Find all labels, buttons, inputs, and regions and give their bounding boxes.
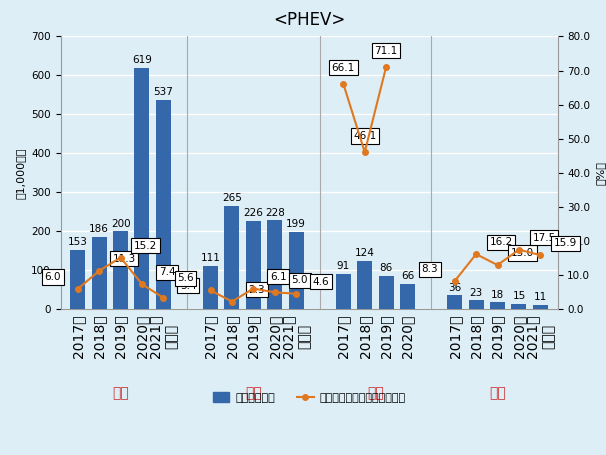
Text: 91: 91	[337, 261, 350, 271]
Bar	[288, 232, 304, 309]
Y-axis label: （1,000台）: （1,000台）	[16, 147, 25, 198]
Text: 17.5: 17.5	[532, 233, 556, 243]
Bar	[203, 266, 218, 309]
Text: 日本: 日本	[489, 386, 506, 400]
Text: 13.0: 13.0	[511, 248, 534, 258]
Text: 153: 153	[68, 237, 88, 247]
Bar	[447, 295, 462, 309]
Bar	[511, 303, 527, 309]
Text: 36: 36	[448, 283, 461, 293]
Text: 265: 265	[222, 193, 242, 203]
Text: 欧州: 欧州	[112, 386, 129, 400]
Text: 66.1: 66.1	[331, 63, 355, 73]
Text: 11.3: 11.3	[113, 254, 136, 264]
Bar	[490, 303, 505, 309]
Text: 71.1: 71.1	[375, 46, 398, 56]
Y-axis label: （%）: （%）	[596, 161, 606, 185]
Bar	[113, 232, 128, 309]
Bar	[468, 300, 484, 309]
Text: 7.4: 7.4	[159, 267, 175, 277]
Text: 186: 186	[89, 224, 109, 234]
Text: 537: 537	[153, 87, 173, 97]
Text: 66: 66	[401, 271, 415, 281]
Text: 18: 18	[491, 289, 504, 299]
Text: 124: 124	[355, 248, 375, 258]
Text: 15: 15	[512, 291, 525, 301]
Text: 3.4: 3.4	[180, 281, 197, 291]
Text: 228: 228	[265, 207, 285, 217]
Text: 8.3: 8.3	[421, 264, 438, 274]
Text: 200: 200	[111, 218, 130, 228]
Bar	[156, 100, 171, 309]
Text: 111: 111	[201, 253, 221, 263]
Text: 619: 619	[132, 55, 152, 65]
Title: <PHEV>: <PHEV>	[273, 11, 345, 29]
Text: 6.1: 6.1	[270, 272, 287, 282]
Bar	[224, 206, 239, 309]
Text: 199: 199	[286, 219, 306, 229]
Bar	[336, 274, 351, 309]
Bar	[400, 283, 415, 309]
Text: 5.6: 5.6	[177, 273, 194, 283]
Bar	[267, 221, 282, 309]
Text: 86: 86	[379, 263, 393, 273]
Text: 6.0: 6.0	[44, 272, 61, 282]
Text: 2.3: 2.3	[248, 285, 265, 294]
Bar	[533, 305, 548, 309]
Text: 中国: 中国	[245, 386, 262, 400]
Bar	[379, 276, 394, 309]
Bar	[92, 237, 107, 309]
Legend: 新車販売台数, 域外からの輸入比率（右軌）: 新車販売台数, 域外からの輸入比率（右軌）	[208, 388, 410, 408]
Bar	[135, 68, 150, 309]
Text: 46.1: 46.1	[353, 131, 376, 141]
Text: 15.9: 15.9	[554, 238, 577, 248]
Text: 226: 226	[244, 208, 264, 218]
Text: 5.0: 5.0	[291, 275, 308, 285]
Text: 米国: 米国	[367, 386, 384, 400]
Text: 16.2: 16.2	[490, 237, 513, 247]
Text: 11: 11	[534, 292, 547, 302]
Text: 4.6: 4.6	[313, 277, 330, 287]
Bar	[358, 261, 372, 309]
Bar	[246, 221, 261, 309]
Text: 23: 23	[470, 288, 483, 298]
Text: 15.2: 15.2	[134, 241, 157, 251]
Bar	[70, 250, 85, 309]
